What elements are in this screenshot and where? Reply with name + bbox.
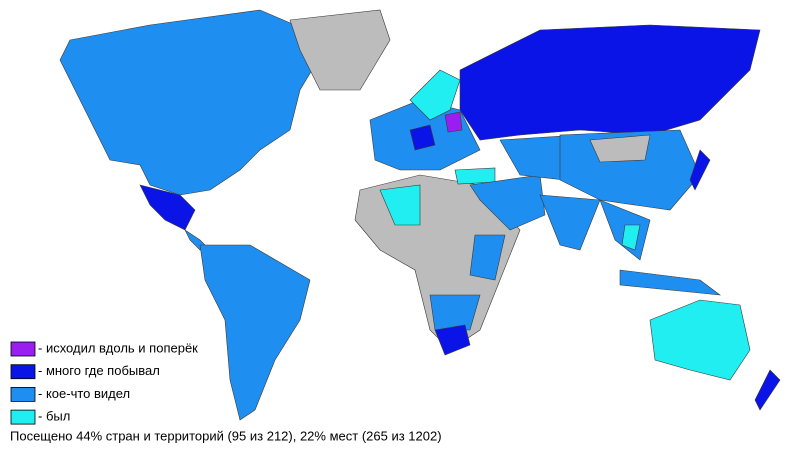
greenland — [289, 9, 391, 91]
north-america — [59, 9, 331, 196]
middle-east — [469, 174, 546, 231]
east-africa — [469, 234, 506, 281]
legend-label: - кое-что видел — [38, 386, 130, 401]
southern-africa — [429, 294, 481, 331]
countries — [59, 9, 781, 421]
new-zealand — [754, 369, 781, 411]
south-america — [199, 244, 311, 421]
australia — [649, 299, 751, 381]
legend-label: - много где побывал — [38, 363, 160, 378]
central-europe — [409, 124, 436, 151]
russia — [459, 24, 761, 141]
caption: Посещено 44% стран и территорий (95 из 2… — [10, 428, 442, 443]
algeria — [379, 184, 421, 226]
legend-label: - исходил вдоль и поперёк — [38, 340, 198, 355]
baltics — [444, 111, 463, 133]
south-africa — [434, 324, 471, 356]
turkey — [454, 167, 496, 185]
india — [539, 194, 601, 251]
legend: - исходил вдоль и поперёк - много где поб… — [10, 340, 198, 425]
legend-swatch — [10, 364, 36, 380]
legend-label: - был — [38, 409, 70, 424]
vietnam — [621, 224, 641, 251]
japan — [689, 149, 711, 191]
legend-swatch — [10, 386, 36, 402]
legend-swatch — [10, 341, 36, 357]
legend-swatch — [10, 409, 36, 425]
mongolia — [589, 134, 651, 163]
indonesia — [619, 269, 722, 296]
scandinavia — [409, 69, 461, 121]
